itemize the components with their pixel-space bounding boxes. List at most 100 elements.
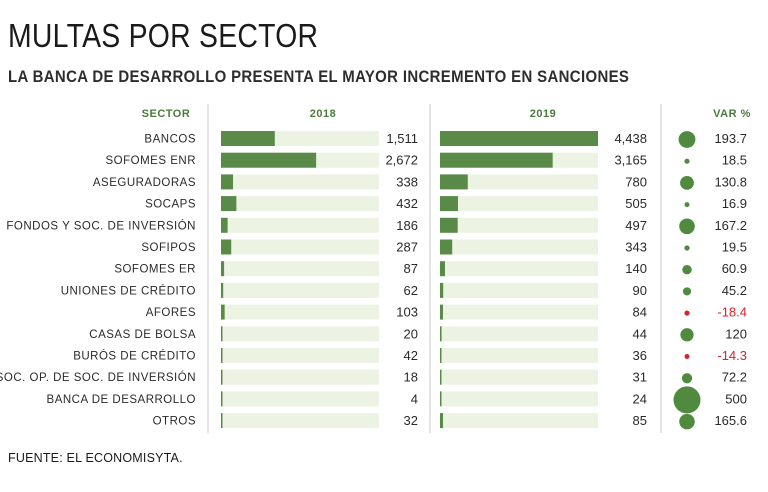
bar-2019 — [440, 196, 458, 212]
bar-2018 — [221, 369, 223, 385]
value-label-2018: 1,511 — [386, 131, 418, 146]
var-bubble — [684, 310, 690, 316]
bar-track-2019 — [440, 348, 598, 363]
bar-2019 — [440, 131, 598, 146]
value-label-2018: 186 — [396, 218, 418, 233]
var-label: 16.9 — [722, 196, 747, 211]
value-label-2018: 2,672 — [385, 153, 418, 168]
bar-2019 — [440, 239, 453, 255]
bar-2019 — [440, 152, 553, 168]
var-bubble — [684, 158, 690, 164]
bar-track-2018 — [221, 239, 379, 255]
bar-track-2019 — [440, 196, 598, 212]
var-bubble — [680, 328, 694, 342]
value-label-2019: 84 — [633, 305, 647, 320]
category-label: CASAS DE BOLSA — [89, 329, 196, 341]
bar-2018 — [221, 304, 225, 320]
bar-track-2018 — [221, 282, 379, 298]
bar-2019 — [440, 348, 442, 363]
bar-2018 — [221, 152, 317, 168]
bar-2018 — [221, 131, 275, 146]
value-label-2019: 505 — [625, 196, 647, 211]
value-label-2018: 42 — [404, 348, 418, 363]
bar-track-2018 — [221, 369, 379, 385]
bar-track-2018 — [221, 348, 379, 363]
bar-2018 — [221, 391, 223, 407]
var-label: 167.2 — [714, 218, 747, 233]
category-label: SOCAPS — [145, 199, 196, 211]
header-2018: 2018 — [310, 108, 336, 120]
var-label: -18.4 — [717, 305, 747, 320]
value-label-2019: 36 — [633, 348, 647, 363]
bar-2018 — [221, 348, 223, 363]
bar-2018 — [221, 217, 228, 233]
bar-track-2018 — [221, 217, 379, 233]
category-label: SOFOMES ENR — [106, 155, 196, 167]
var-label: 45.2 — [722, 283, 747, 298]
bar-track-2019 — [440, 391, 598, 407]
value-label-2018: 338 — [396, 174, 418, 189]
value-label-2019: 90 — [633, 283, 647, 298]
var-bubble — [684, 245, 690, 251]
category-label: SOFOMES ER — [114, 264, 196, 276]
bar-2019 — [440, 217, 458, 233]
chart-subtitle: LA BANCA DE DESARROLLO PRESENTA EL MAYOR… — [8, 67, 630, 86]
var-label: 120 — [725, 326, 747, 341]
bar-2018 — [221, 413, 223, 429]
var-label: 193.7 — [714, 131, 747, 146]
category-label: SOFIPOS — [141, 242, 196, 254]
var-bubble — [682, 264, 692, 275]
bar-2019 — [440, 391, 442, 407]
bar-track-2018 — [221, 304, 379, 320]
bar-2019 — [440, 174, 468, 190]
category-label: UNIONES DE CRÉDITO — [61, 284, 196, 297]
var-label: -14.3 — [717, 348, 747, 363]
bar-2018 — [221, 239, 232, 255]
bar-track-2019 — [440, 174, 598, 190]
var-bubble — [684, 202, 690, 208]
bar-2018 — [221, 196, 237, 212]
var-label: 19.5 — [722, 240, 747, 255]
header-var: VAR % — [713, 108, 751, 120]
var-label: 165.6 — [714, 413, 747, 428]
value-label-2019: 31 — [633, 370, 647, 385]
var-bubble — [679, 218, 695, 235]
value-label-2018: 18 — [404, 370, 418, 385]
value-label-2019: 4,438 — [614, 131, 647, 146]
var-bubble — [679, 413, 695, 430]
category-label: FONDOS Y SOC. DE INVERSIÓN — [6, 219, 196, 232]
var-bubble — [681, 373, 693, 384]
value-label-2018: 103 — [396, 305, 418, 320]
bar-track-2018 — [221, 413, 379, 429]
bar-track-2019 — [440, 326, 598, 342]
bar-track-2019 — [440, 304, 598, 320]
category-label: BURÓS DE CRÉDITO — [73, 350, 196, 363]
var-label: 60.9 — [722, 261, 747, 276]
value-label-2018: 4 — [411, 391, 418, 406]
bar-2019 — [440, 304, 443, 320]
var-bubble — [682, 287, 692, 296]
category-label: SOC. OP. DE SOC. DE INVERSIÓN — [0, 371, 196, 384]
value-label-2019: 780 — [625, 174, 647, 189]
value-label-2019: 140 — [625, 261, 647, 276]
var-bubble — [678, 131, 696, 148]
value-label-2019: 3,165 — [614, 153, 647, 168]
bar-track-2019 — [440, 217, 598, 233]
header-2019: 2019 — [530, 108, 556, 120]
var-bubble — [673, 386, 701, 414]
var-bubble — [684, 354, 690, 359]
var-bubble — [680, 175, 694, 190]
var-label: 18.5 — [722, 153, 747, 168]
value-label-2018: 287 — [396, 240, 418, 255]
value-label-2018: 87 — [404, 261, 418, 276]
value-label-2019: 24 — [633, 391, 647, 406]
var-label: 130.8 — [714, 174, 747, 189]
chart-title: MULTAS POR SECTOR — [8, 17, 319, 54]
category-label: BANCOS — [144, 134, 196, 146]
category-label: BANCA DE DESARROLLO — [47, 394, 196, 406]
value-label-2018: 32 — [404, 413, 418, 428]
bar-2019 — [440, 369, 442, 385]
value-label-2018: 20 — [404, 326, 418, 341]
value-label-2018: 62 — [404, 283, 418, 298]
